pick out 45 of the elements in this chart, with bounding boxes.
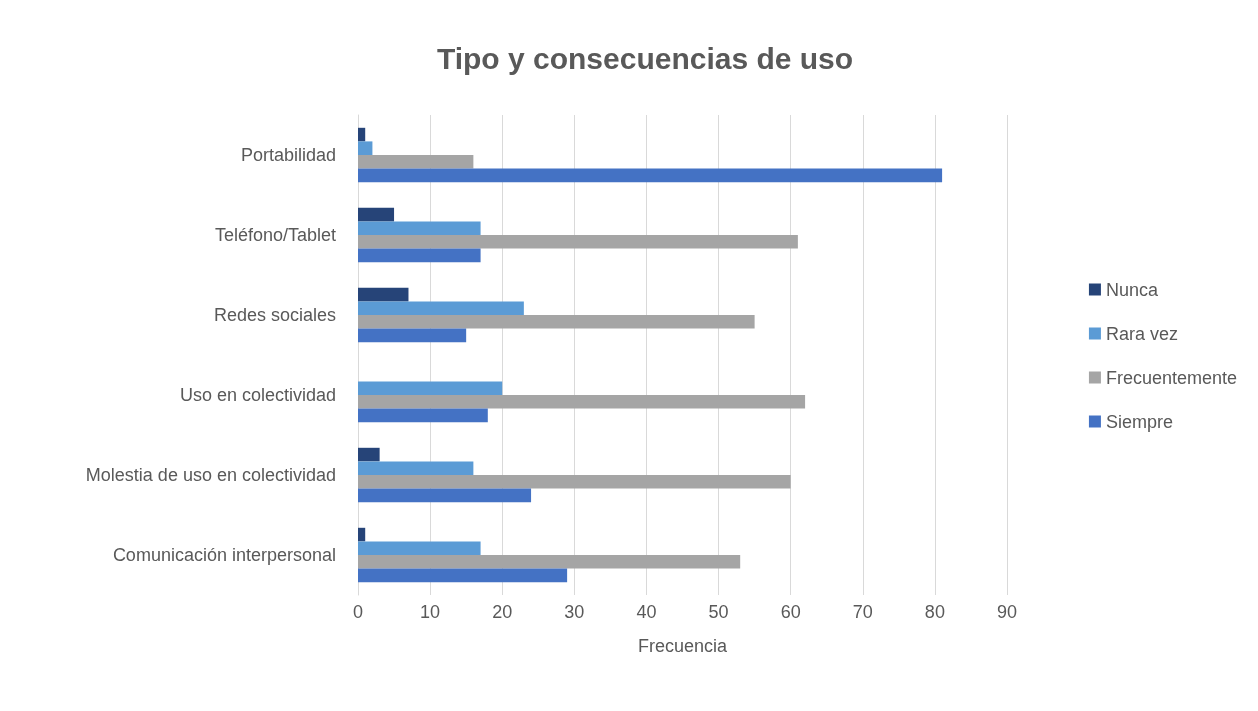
x-tick-label: 40 (636, 602, 657, 622)
bar (358, 475, 791, 489)
bar (358, 155, 474, 169)
bar (358, 408, 488, 423)
bar (358, 235, 798, 249)
x-tick-label: 10 (420, 602, 441, 622)
x-axis-title: Frecuencia (637, 636, 729, 656)
legend-label: Frecuentemente (1105, 367, 1238, 388)
x-tick-label: 80 (924, 602, 945, 622)
bar (358, 541, 481, 555)
bar (358, 447, 380, 462)
bar (358, 127, 366, 142)
x-tick-label: 30 (564, 602, 585, 622)
x-tick-label: 50 (708, 602, 729, 622)
bar (358, 315, 755, 329)
bar (358, 381, 503, 395)
chart-title: Tipo y consecuencias de uso (436, 41, 854, 75)
legend-label: Nunca (1105, 279, 1159, 300)
bar (358, 328, 467, 343)
bar (358, 461, 474, 475)
bar (358, 527, 366, 542)
y-tick-label: Teléfono/Tablet (214, 225, 336, 245)
bar (358, 248, 481, 263)
bar (358, 488, 532, 503)
y-tick-label: Portabilidad (240, 145, 336, 165)
bar (358, 221, 481, 235)
x-tick-label: 60 (780, 602, 801, 622)
x-tick-label: 90 (996, 602, 1018, 622)
legend-label: Rara vez (1105, 323, 1178, 344)
bar (358, 168, 943, 183)
y-tick-label: Molestia de uso en colectividad (85, 465, 336, 485)
legend-label: Siempre (1105, 411, 1173, 432)
y-tick-label: Comunicación interpersonal (112, 545, 336, 565)
bar (358, 207, 395, 222)
x-tick-label: 0 (352, 602, 364, 622)
y-tick-label: Redes sociales (213, 305, 336, 325)
x-tick-label: 20 (492, 602, 513, 622)
bar (358, 555, 741, 569)
y-tick-label: Uso en colectividad (179, 385, 336, 405)
bar (358, 141, 373, 155)
bar (358, 568, 568, 583)
bar (358, 287, 409, 302)
bar (358, 301, 524, 315)
x-tick-label: 70 (852, 602, 873, 622)
bar (358, 395, 806, 409)
